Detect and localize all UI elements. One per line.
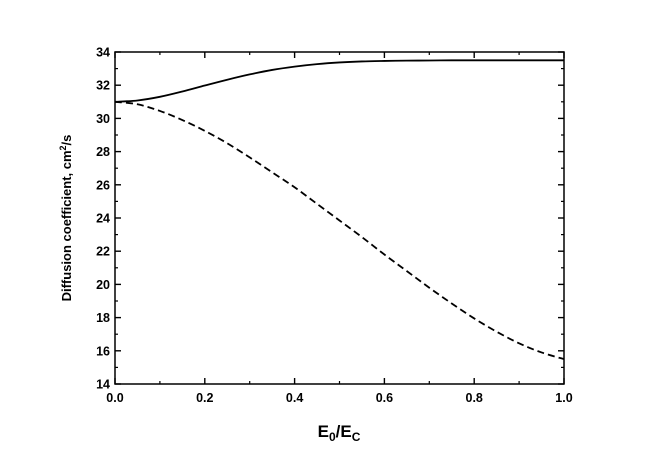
x-tick-label: 1.0 — [555, 391, 572, 405]
y-axis-title-post: /s — [59, 135, 74, 146]
plot-area — [114, 51, 565, 385]
x-tick-label: 0.8 — [466, 391, 483, 405]
x-tick-label: 0.0 — [106, 391, 123, 405]
x-tick-label: 0.6 — [376, 391, 393, 405]
x-tick-label: 0.2 — [196, 391, 213, 405]
y-axis-title-pre: Diffusion coefficient, cm — [59, 150, 74, 301]
x-axis-title-sub2: C — [352, 430, 361, 444]
y-tick-label: 32 — [96, 79, 110, 93]
y-axis-title: Diffusion coefficient, cm2/s — [58, 135, 74, 302]
axis-ticks — [114, 51, 565, 385]
solid-series-line — [114, 59, 564, 103]
x-axis-title-mid: /E — [336, 422, 352, 441]
y-tick-label: 30 — [96, 112, 110, 126]
x-tick-label: 0.4 — [286, 391, 303, 405]
y-tick-label: 22 — [96, 245, 110, 259]
y-tick-label: 16 — [96, 344, 110, 358]
y-tick-label: 14 — [96, 378, 110, 392]
y-tick-label: 20 — [96, 278, 110, 292]
plot-frame — [114, 51, 565, 385]
y-tick-label: 24 — [96, 212, 110, 226]
data-series — [114, 59, 565, 360]
x-axis-title-sub1: 0 — [329, 430, 336, 444]
y-axis-title-sup: 2 — [58, 145, 68, 150]
x-axis-title: E0/EC — [318, 422, 361, 444]
y-tick-label: 34 — [96, 46, 110, 60]
dashed-series-line — [114, 100, 565, 360]
y-tick-label: 18 — [96, 311, 110, 325]
y-tick-label: 26 — [96, 178, 110, 192]
y-tick-label: 28 — [96, 145, 110, 159]
x-axis-title-main: E — [318, 422, 329, 441]
tick-labels: 0.0 0.2 0.4 0.6 0.8 1.0 14 16 18 20 22 24 26 28 30 32 34 — [96, 46, 573, 406]
